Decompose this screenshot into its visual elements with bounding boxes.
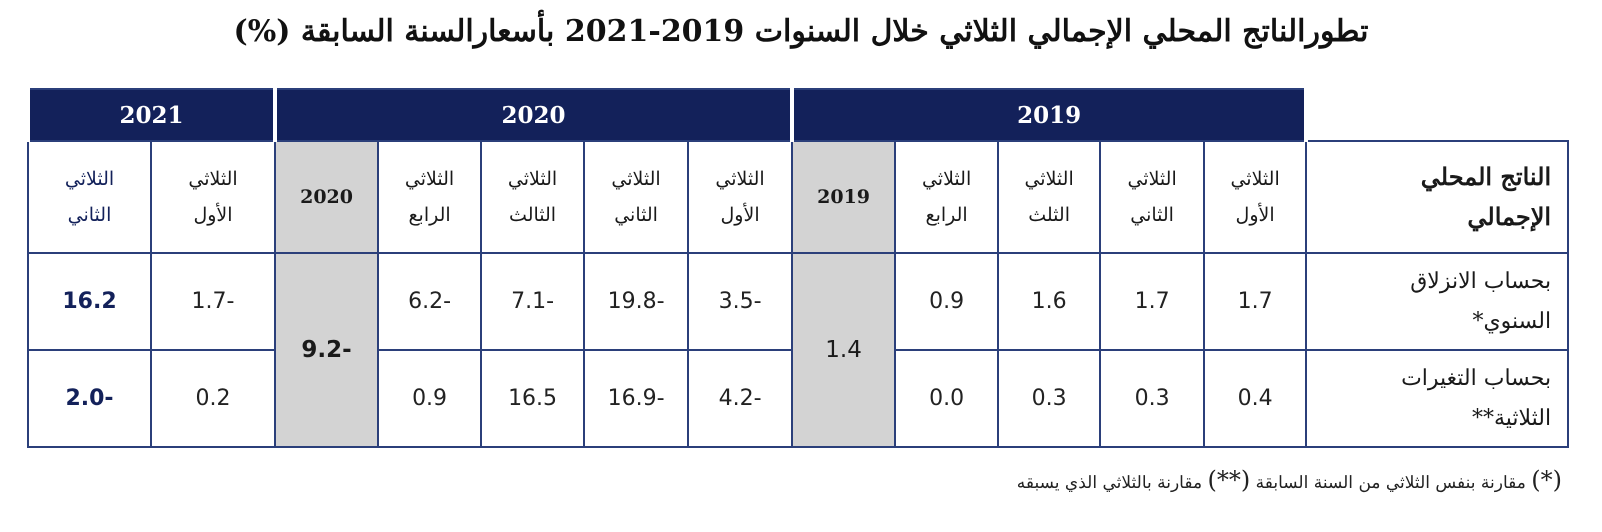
- header-q1-2020: الثلاثي الأول: [687, 140, 794, 254]
- row-label-yoy: بحساب الانزلاق السنوي*: [1305, 252, 1570, 351]
- header-q4-2019: الثلاثي الرابع: [894, 140, 1000, 254]
- corner-label: الناتج المحلي الإجمالي: [1305, 140, 1570, 254]
- page-title: تطورالناتج المحلي الإجمالي الثلاثي خلال …: [233, 14, 1369, 49]
- table-row-yoy: بحساب الانزلاق السنوي* 1.7 1.7 1.6 0.9 1.…: [26, 252, 1570, 448]
- cell-yoy-q4-2020: -6.2: [377, 252, 483, 351]
- cell-qoq-q2-2021: -2.0: [26, 349, 153, 448]
- header-q1-2021: الثلاثي الأول: [150, 140, 277, 254]
- cell-qoq-q1-2019: 0.4: [1203, 349, 1308, 448]
- cell-qoq-q2-2020: -16.9: [583, 349, 690, 448]
- cell-yoy-q3-2020: -7.1: [480, 252, 586, 351]
- header-q3-2020: الثلاثي الثالث: [480, 140, 586, 254]
- footnote-mark-2: (**): [1207, 466, 1251, 494]
- header-q3-2019: الثلاثي الثلث: [997, 140, 1102, 254]
- cell-qoq-q3-2019: 0.3: [997, 349, 1102, 448]
- header-q2-2021: الثلاثي الثاني: [26, 140, 153, 254]
- cell-annual-2020: -9.2: [274, 252, 380, 448]
- cell-yoy-q2-2020: -19.8: [583, 252, 690, 351]
- gdp-table: 2019 2020 2021 الناتج المحلي الإجمالي ال…: [25, 88, 1570, 448]
- corner-blank: [1306, 89, 1569, 142]
- table-row-qoq: بحساب التغيرات الثلاثية** 0.4 0.3 0.3 0.0…: [26, 349, 1570, 448]
- row-label-qoq: بحساب التغيرات الثلاثية**: [1305, 349, 1570, 448]
- cell-yoy-q2-2019: 1.7: [1099, 252, 1206, 351]
- footnote-mark-1: (*): [1531, 466, 1562, 494]
- cell-qoq-q1-2020: -4.2: [687, 349, 794, 448]
- cell-qoq-q3-2020: 16.5: [480, 349, 586, 448]
- cell-yoy-q3-2019: 1.6: [997, 252, 1102, 351]
- cell-yoy-q4-2019: 0.9: [894, 252, 1000, 351]
- year-header-2019: 2019: [790, 88, 1309, 142]
- footnote-text-1: مقارنة بنفس الثلاثي من السنة السابقة: [1255, 473, 1526, 493]
- footnote-text-2: مقارنة بالثلاثي الذي يسبقه: [1016, 473, 1203, 493]
- cell-yoy-q1-2020: -3.5: [687, 252, 794, 351]
- year-header-2021: 2021: [25, 88, 278, 142]
- header-q2-2019: الثلاثي الثاني: [1099, 140, 1206, 254]
- header-q1-2019: الثلاثي الأول: [1203, 140, 1308, 254]
- cell-qoq-q4-2019: 0.0: [894, 349, 1000, 448]
- cell-qoq-q2-2019: 0.3: [1099, 349, 1206, 448]
- header-q2-2020: الثلاثي الثاني: [583, 140, 690, 254]
- year-header-row: 2019 2020 2021: [25, 88, 1569, 142]
- cell-qoq-q1-2021: 0.2: [150, 349, 277, 448]
- quarter-header-row: الناتج المحلي الإجمالي الثلاثي الأول الثل…: [26, 140, 1570, 254]
- cell-qoq-q4-2020: 0.9: [377, 349, 483, 448]
- cell-yoy-q1-2021: -1.7: [150, 252, 277, 351]
- footnotes: (*) مقارنة بنفس الثلاثي من السنة السابقة…: [1017, 466, 1562, 494]
- cell-yoy-q2-2021: 16.2: [26, 252, 153, 351]
- header-annual-2020: 2020: [274, 140, 380, 254]
- cell-annual-2019: 1.4: [791, 252, 897, 448]
- header-q4-2020: الثلاثي الرابع: [377, 140, 483, 254]
- cell-yoy-q1-2019: 1.7: [1203, 252, 1308, 351]
- year-header-2020: 2020: [273, 88, 795, 142]
- header-annual-2019: 2019: [791, 140, 897, 254]
